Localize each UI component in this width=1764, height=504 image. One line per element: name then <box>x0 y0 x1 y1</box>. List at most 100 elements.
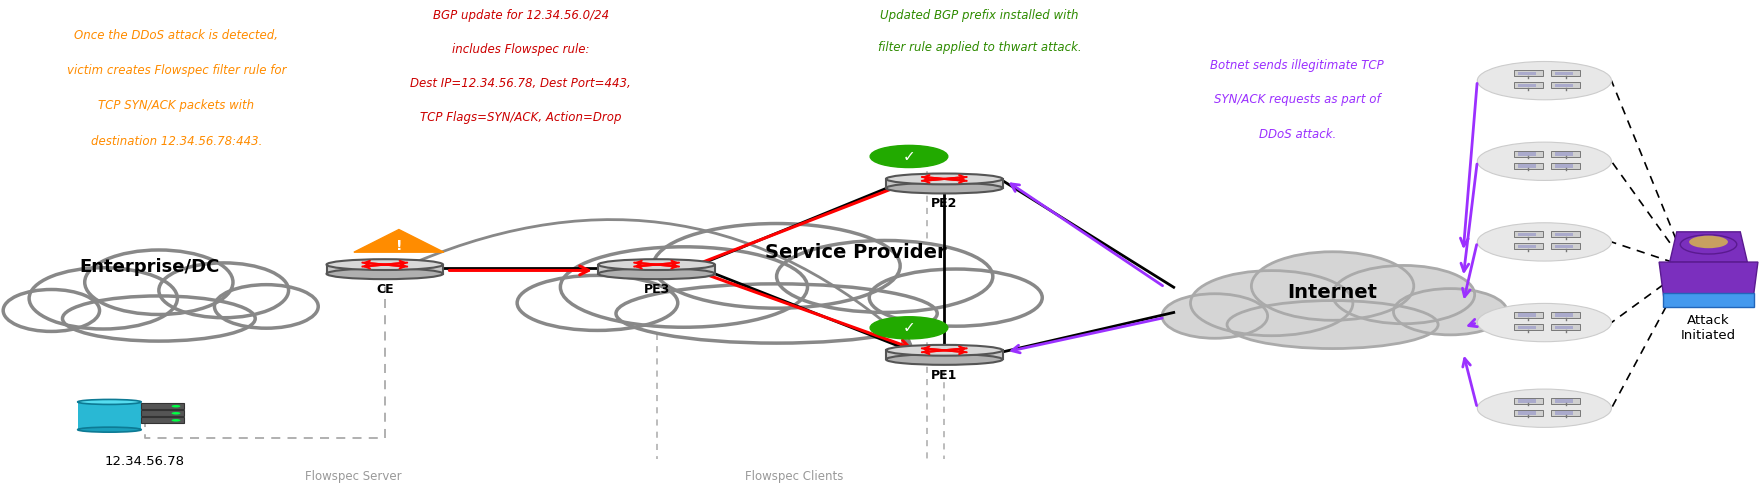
Ellipse shape <box>78 400 141 404</box>
FancyBboxPatch shape <box>1514 151 1542 157</box>
Ellipse shape <box>215 285 318 328</box>
FancyBboxPatch shape <box>1554 245 1572 248</box>
FancyBboxPatch shape <box>1551 398 1579 404</box>
Text: Flowspec Clients: Flowspec Clients <box>744 470 843 483</box>
FancyBboxPatch shape <box>141 417 183 423</box>
FancyBboxPatch shape <box>1517 233 1535 236</box>
Ellipse shape <box>1332 266 1475 324</box>
FancyBboxPatch shape <box>1517 326 1535 329</box>
Text: Internet: Internet <box>1288 283 1376 302</box>
Text: Enterprise/DC: Enterprise/DC <box>79 258 220 276</box>
Ellipse shape <box>598 268 714 279</box>
Text: includes Flowspec rule:: includes Flowspec rule: <box>452 43 589 56</box>
Circle shape <box>870 145 947 167</box>
FancyBboxPatch shape <box>1554 233 1572 236</box>
Text: !: ! <box>395 239 402 253</box>
Circle shape <box>1476 303 1611 342</box>
FancyBboxPatch shape <box>1551 70 1579 76</box>
Circle shape <box>1476 142 1611 180</box>
Text: Flowspec Server: Flowspec Server <box>305 470 400 483</box>
FancyBboxPatch shape <box>1514 231 1542 237</box>
Text: ✓: ✓ <box>901 321 916 335</box>
Ellipse shape <box>1679 235 1736 254</box>
Ellipse shape <box>1251 252 1413 321</box>
FancyBboxPatch shape <box>1517 152 1535 156</box>
FancyBboxPatch shape <box>1554 399 1572 403</box>
FancyArrowPatch shape <box>416 220 910 345</box>
FancyBboxPatch shape <box>1514 324 1542 330</box>
FancyBboxPatch shape <box>1517 411 1535 415</box>
Ellipse shape <box>28 268 176 329</box>
Ellipse shape <box>4 289 99 332</box>
Text: 12.34.56.78: 12.34.56.78 <box>104 455 185 468</box>
Text: TCP SYN/ACK packets with: TCP SYN/ACK packets with <box>99 99 254 112</box>
Ellipse shape <box>85 250 233 314</box>
FancyBboxPatch shape <box>141 410 183 416</box>
Ellipse shape <box>517 275 677 331</box>
Ellipse shape <box>1189 271 1353 336</box>
FancyBboxPatch shape <box>1514 410 1542 416</box>
Text: Updated BGP prefix installed with: Updated BGP prefix installed with <box>880 9 1078 22</box>
FancyBboxPatch shape <box>1517 72 1535 75</box>
Text: Once the DDoS attack is detected,: Once the DDoS attack is detected, <box>74 29 279 42</box>
Ellipse shape <box>561 247 806 327</box>
FancyBboxPatch shape <box>1517 164 1535 168</box>
Ellipse shape <box>886 182 1002 194</box>
Ellipse shape <box>653 224 900 308</box>
FancyBboxPatch shape <box>1551 151 1579 157</box>
Ellipse shape <box>326 259 443 270</box>
Ellipse shape <box>616 284 937 343</box>
FancyBboxPatch shape <box>1514 312 1542 318</box>
Ellipse shape <box>868 269 1043 326</box>
Polygon shape <box>1658 262 1757 302</box>
Ellipse shape <box>598 259 714 270</box>
Text: victim creates Flowspec filter rule for: victim creates Flowspec filter rule for <box>67 64 286 77</box>
FancyBboxPatch shape <box>1551 312 1579 318</box>
FancyBboxPatch shape <box>1551 410 1579 416</box>
Text: PE2: PE2 <box>931 197 956 210</box>
FancyBboxPatch shape <box>1514 82 1542 88</box>
Text: Service Provider: Service Provider <box>766 242 946 262</box>
FancyBboxPatch shape <box>1514 243 1542 249</box>
FancyBboxPatch shape <box>1554 84 1572 87</box>
Ellipse shape <box>776 240 991 312</box>
FancyBboxPatch shape <box>1517 313 1535 317</box>
Text: Attack
Initiated: Attack Initiated <box>1679 313 1736 342</box>
Text: Dest IP=12.34.56.78, Dest Port=443,: Dest IP=12.34.56.78, Dest Port=443, <box>409 77 632 90</box>
Polygon shape <box>353 229 445 252</box>
Text: ✓: ✓ <box>901 149 916 164</box>
Text: BGP update for 12.34.56.0/24: BGP update for 12.34.56.0/24 <box>432 9 609 22</box>
Polygon shape <box>886 179 1002 188</box>
Text: CE: CE <box>376 283 393 296</box>
Circle shape <box>1476 61 1611 100</box>
FancyBboxPatch shape <box>1514 70 1542 76</box>
Ellipse shape <box>886 173 1002 184</box>
Text: TCP Flags=SYN/ACK, Action=Drop: TCP Flags=SYN/ACK, Action=Drop <box>420 111 621 124</box>
Text: filter rule applied to thwart attack.: filter rule applied to thwart attack. <box>877 41 1081 54</box>
FancyBboxPatch shape <box>1551 324 1579 330</box>
Polygon shape <box>326 265 443 274</box>
Ellipse shape <box>62 296 256 341</box>
FancyBboxPatch shape <box>1554 164 1572 168</box>
FancyBboxPatch shape <box>1551 231 1579 237</box>
FancyBboxPatch shape <box>1551 243 1579 249</box>
Circle shape <box>870 317 947 339</box>
FancyBboxPatch shape <box>1554 411 1572 415</box>
Ellipse shape <box>1161 294 1267 338</box>
Ellipse shape <box>886 354 1002 365</box>
FancyBboxPatch shape <box>1514 398 1542 404</box>
Circle shape <box>171 419 180 421</box>
FancyBboxPatch shape <box>1554 72 1572 75</box>
Polygon shape <box>598 265 714 274</box>
Text: PE3: PE3 <box>644 283 669 296</box>
Ellipse shape <box>326 268 443 279</box>
FancyBboxPatch shape <box>1662 293 1753 307</box>
Circle shape <box>1476 223 1611 261</box>
Circle shape <box>171 405 180 408</box>
Polygon shape <box>886 350 1002 359</box>
Ellipse shape <box>1688 236 1727 248</box>
FancyBboxPatch shape <box>1517 245 1535 248</box>
Ellipse shape <box>1226 300 1438 349</box>
Ellipse shape <box>886 345 1002 356</box>
Text: SYN/ACK requests as part of: SYN/ACK requests as part of <box>1214 93 1379 106</box>
